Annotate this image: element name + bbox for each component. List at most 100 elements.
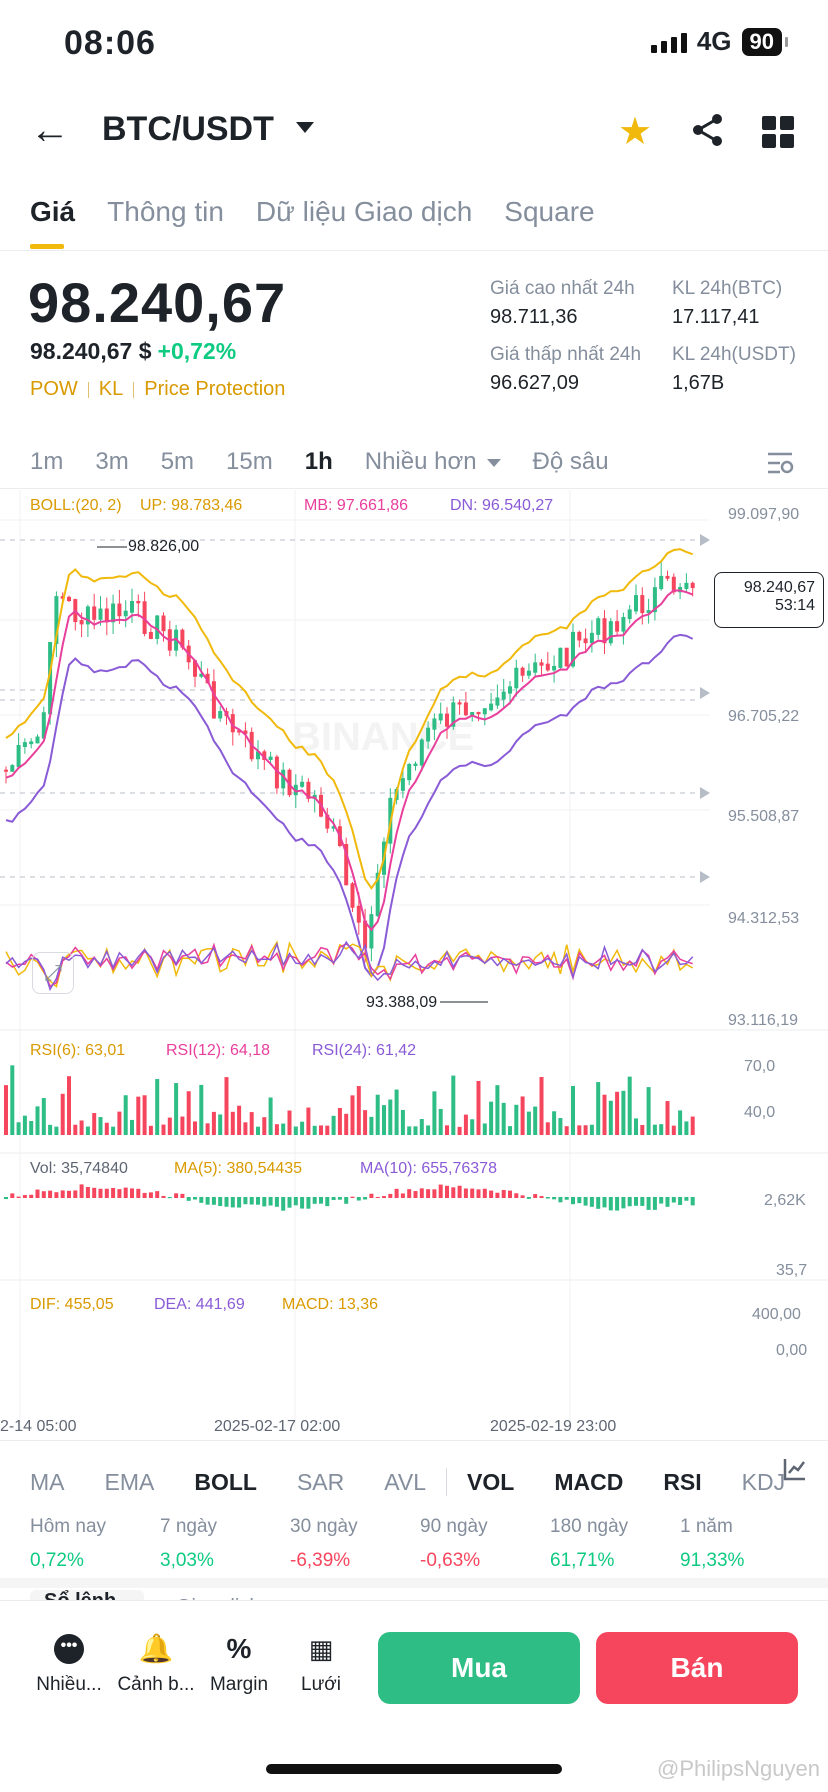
- volume-bar: [281, 1123, 286, 1135]
- alert-button[interactable]: 🔔 Cảnh b...: [116, 1634, 196, 1696]
- candle-body: [111, 603, 116, 623]
- indicator-avl[interactable]: AVL: [384, 1468, 427, 1495]
- fullscreen-expand-icon[interactable]: ⤢: [32, 952, 74, 994]
- boll-dn: DN: 96.540,27: [450, 497, 554, 514]
- interval-3m[interactable]: 3m: [95, 448, 129, 475]
- margin-button[interactable]: % Margin: [206, 1634, 272, 1696]
- indicator-ma[interactable]: MA: [30, 1468, 65, 1495]
- macd-histogram-bar: [60, 1190, 65, 1198]
- candle-body: [571, 631, 575, 667]
- indicator-ema[interactable]: EMA: [104, 1468, 155, 1495]
- macd-y-tick: 0,00: [776, 1342, 808, 1359]
- candle-body: [67, 596, 71, 602]
- volume-bar: [205, 1123, 210, 1135]
- tab-trading-data[interactable]: Dữ liệu Giao dịch: [255, 196, 473, 227]
- favorite-star-icon[interactable]: ★: [618, 111, 653, 153]
- alert-label: Cảnh b...: [117, 1674, 195, 1695]
- candle-body: [293, 784, 298, 796]
- macd-histogram-bar: [237, 1197, 242, 1208]
- indicator-settings-icon[interactable]: [782, 1456, 808, 1487]
- macd-histogram-bar: [4, 1197, 8, 1200]
- tab-info[interactable]: Thông tin: [107, 196, 224, 227]
- macd-histogram-bar: [199, 1197, 204, 1203]
- grid-bot-button[interactable]: ▦ Lưới: [290, 1634, 352, 1696]
- macd-histogram-bar: [489, 1190, 494, 1198]
- indicator-rsi[interactable]: RSI: [663, 1468, 702, 1495]
- candle-body: [199, 673, 204, 677]
- y-tick: 93.116,19: [728, 1012, 798, 1029]
- candle-body: [608, 621, 613, 644]
- tab-price[interactable]: Giá: [30, 196, 76, 249]
- macd-histogram-bar: [79, 1184, 84, 1198]
- tag-pow[interactable]: POW: [30, 378, 78, 400]
- vol-btc-value: 17.117,41: [672, 306, 760, 328]
- volume-bar: [60, 1093, 65, 1135]
- macd-histogram-bar: [218, 1197, 223, 1207]
- interval-15m[interactable]: 15m: [226, 448, 273, 475]
- y-tick: 99.097,90: [728, 506, 800, 523]
- macd-value-label: MACD: 13,36: [282, 1296, 379, 1313]
- volume-bar: [356, 1086, 361, 1135]
- low-marker: 93.388,09: [366, 994, 438, 1011]
- sell-button[interactable]: Bán: [596, 1632, 798, 1704]
- macd-histogram-bar: [369, 1193, 374, 1198]
- pair-dropdown-caret-icon[interactable]: [296, 122, 314, 133]
- macd-histogram-bar: [400, 1193, 405, 1198]
- indicator-sar[interactable]: SAR: [296, 1468, 345, 1495]
- layout-grid-icon[interactable]: [762, 116, 794, 148]
- indicator-boll[interactable]: BOLL: [194, 1468, 257, 1495]
- interval-5m[interactable]: 5m: [160, 448, 195, 475]
- pair-title[interactable]: BTC/USDT: [102, 110, 274, 148]
- indicator-kdj[interactable]: KDJ: [741, 1468, 786, 1495]
- volume-bar: [382, 1105, 386, 1135]
- candle-body: [35, 736, 40, 744]
- volume-bar: [476, 1080, 481, 1135]
- macd-histogram-bar: [344, 1197, 349, 1204]
- candle-body: [41, 712, 46, 739]
- chart-settings-icon[interactable]: [766, 450, 794, 481]
- volume-bar: [451, 1075, 456, 1135]
- volume-bar: [73, 1124, 78, 1135]
- candle-body: [356, 905, 361, 923]
- x-label: 2025-02-19 23:00: [490, 1418, 617, 1435]
- volume-bar: [54, 1126, 59, 1135]
- candle-body: [230, 714, 235, 733]
- candle-body: [205, 673, 210, 684]
- volume-bar: [627, 1076, 632, 1135]
- macd-histogram-bar: [130, 1188, 134, 1198]
- more-button[interactable]: ••• Nhiều...: [32, 1634, 106, 1696]
- candle-body: [92, 606, 97, 620]
- volume-bar: [602, 1094, 607, 1135]
- tag-price-protection[interactable]: Price Protection: [144, 378, 286, 400]
- candle-body: [684, 582, 689, 589]
- volume-bar: [211, 1111, 216, 1135]
- tab-square[interactable]: Square: [504, 196, 595, 227]
- macd-histogram-bar: [174, 1193, 179, 1198]
- interval-more[interactable]: Nhiều hơn: [365, 448, 501, 476]
- candlestick-series: [4, 562, 695, 963]
- price-chart[interactable]: BINANCE: [0, 490, 828, 1430]
- high-24h-label: Giá cao nhất 24h: [490, 278, 635, 299]
- back-arrow-icon[interactable]: ←: [30, 108, 70, 152]
- interval-1m[interactable]: 1m: [30, 448, 64, 475]
- macd-histogram-bar: [640, 1197, 645, 1206]
- macd-histogram-bar: [224, 1197, 229, 1207]
- share-icon[interactable]: [690, 112, 726, 153]
- depth-tab[interactable]: Độ sâu: [532, 448, 609, 475]
- macd-histogram-bar: [508, 1190, 512, 1198]
- volume-bar: [293, 1126, 298, 1135]
- volume-bar: [274, 1124, 279, 1135]
- buy-button[interactable]: Mua: [378, 1632, 580, 1704]
- tag-kl[interactable]: KL: [98, 378, 124, 400]
- volume-bar: [558, 1118, 563, 1135]
- volume-bar: [35, 1106, 40, 1135]
- macd-histogram-bar: [558, 1197, 563, 1203]
- last-price: 98.240,67: [28, 271, 287, 334]
- indicator-vol[interactable]: VOL: [467, 1468, 515, 1495]
- macd-histogram-bar: [589, 1197, 594, 1207]
- interval-selector: 1m 3m 5m 15m 1h Nhiều hơn Độ sâu: [30, 448, 609, 476]
- macd-histogram-bar: [463, 1188, 468, 1198]
- interval-1h[interactable]: 1h: [304, 448, 333, 475]
- macd-histogram-bar: [413, 1191, 418, 1198]
- indicator-macd[interactable]: MACD: [554, 1468, 624, 1495]
